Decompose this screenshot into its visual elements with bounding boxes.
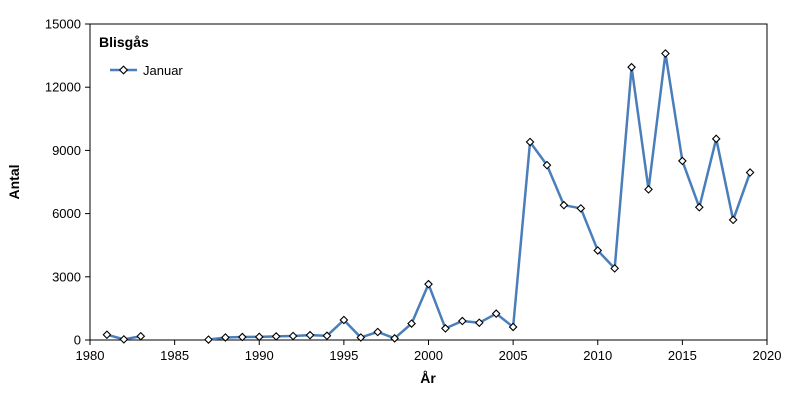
data-point-marker xyxy=(221,333,230,342)
y-tick-label: 6000 xyxy=(52,206,81,221)
data-point-marker xyxy=(373,327,383,337)
data-point-marker xyxy=(271,332,281,341)
data-point-marker xyxy=(136,331,146,341)
data-point-marker xyxy=(711,134,721,144)
data-point-marker xyxy=(424,279,433,289)
x-tick-label: 2020 xyxy=(753,348,782,363)
y-tick-label: 12000 xyxy=(45,80,81,95)
data-point-marker xyxy=(441,324,450,333)
data-point-marker xyxy=(204,335,213,344)
data-point-marker xyxy=(288,331,298,341)
data-point-marker xyxy=(508,322,518,332)
data-point-marker xyxy=(627,62,636,72)
y-tick-label: 15000 xyxy=(45,17,81,32)
data-point-marker xyxy=(119,334,129,344)
data-point-marker xyxy=(322,331,332,341)
x-tick-label: 1990 xyxy=(245,348,274,363)
series-layer xyxy=(102,49,755,344)
y-axis-title: Antal xyxy=(6,165,22,200)
x-tick-label: 2010 xyxy=(583,348,612,363)
data-point-marker xyxy=(102,330,112,340)
x-axis-title: År xyxy=(420,370,436,386)
data-point-marker xyxy=(339,315,349,325)
legend-marker-swatch xyxy=(118,65,129,75)
data-point-marker xyxy=(356,333,366,342)
legend: Januar xyxy=(110,63,183,78)
data-point-marker xyxy=(457,316,467,326)
y-axis-ticks: 0 3000 6000 9000 12000 15000 xyxy=(45,17,90,348)
data-point-marker xyxy=(254,332,264,342)
y-tick-label: 0 xyxy=(74,333,81,348)
x-tick-label: 1980 xyxy=(76,348,105,363)
data-point-marker xyxy=(593,246,603,255)
data-point-marker xyxy=(491,309,501,319)
data-point-marker xyxy=(525,137,535,147)
data-point-marker xyxy=(728,215,738,225)
data-point-marker xyxy=(745,168,755,177)
data-point-marker xyxy=(305,330,315,340)
data-point-marker xyxy=(542,160,552,170)
y-tick-label: 9000 xyxy=(52,143,81,158)
data-point-marker xyxy=(576,203,586,213)
x-tick-label: 2000 xyxy=(414,348,443,363)
data-point-marker xyxy=(661,49,670,58)
x-tick-label: 2005 xyxy=(499,348,528,363)
x-tick-label: 1985 xyxy=(160,348,189,363)
data-point-marker xyxy=(559,200,569,210)
plot-area xyxy=(89,23,768,341)
data-point-marker xyxy=(390,333,400,343)
data-point-marker xyxy=(677,156,687,166)
x-tick-label: 2015 xyxy=(668,348,697,363)
data-point-marker xyxy=(474,318,484,328)
data-point-marker xyxy=(694,202,704,212)
data-point-marker xyxy=(610,263,620,273)
y-tick-label: 3000 xyxy=(52,269,81,284)
chart-title: Blisgås xyxy=(99,34,149,50)
legend-label: Januar xyxy=(143,63,183,78)
x-axis-ticks: 1980 1985 1990 1995 2000 2005 2010 2015 2020 xyxy=(76,340,782,363)
data-point-marker xyxy=(407,319,416,328)
data-point-marker xyxy=(644,184,653,194)
x-tick-label: 1995 xyxy=(329,348,358,363)
data-point-marker xyxy=(237,332,247,342)
